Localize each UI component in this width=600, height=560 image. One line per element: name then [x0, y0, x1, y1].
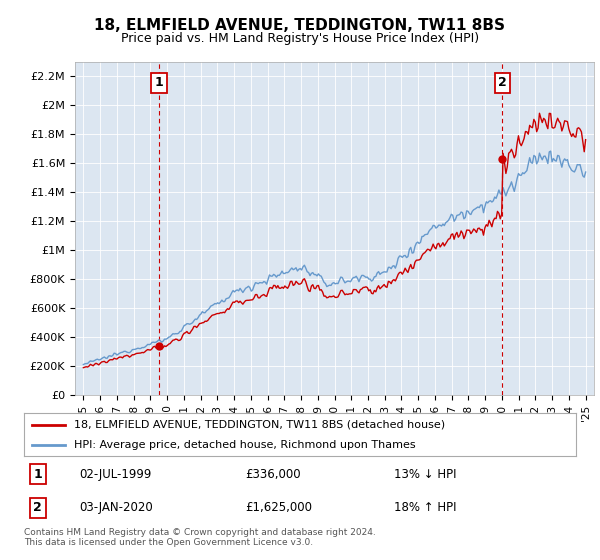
Text: 13% ↓ HPI: 13% ↓ HPI [394, 468, 457, 480]
Text: £336,000: £336,000 [245, 468, 301, 480]
Text: 03-JAN-2020: 03-JAN-2020 [79, 501, 153, 514]
Text: 18, ELMFIELD AVENUE, TEDDINGTON, TW11 8BS (detached house): 18, ELMFIELD AVENUE, TEDDINGTON, TW11 8B… [74, 420, 445, 430]
Text: 2: 2 [34, 501, 42, 514]
Text: HPI: Average price, detached house, Richmond upon Thames: HPI: Average price, detached house, Rich… [74, 441, 415, 450]
Text: 1: 1 [34, 468, 42, 480]
Text: 18, ELMFIELD AVENUE, TEDDINGTON, TW11 8BS: 18, ELMFIELD AVENUE, TEDDINGTON, TW11 8B… [95, 18, 505, 33]
Text: Price paid vs. HM Land Registry's House Price Index (HPI): Price paid vs. HM Land Registry's House … [121, 32, 479, 45]
Text: £1,625,000: £1,625,000 [245, 501, 312, 514]
Text: 02-JUL-1999: 02-JUL-1999 [79, 468, 152, 480]
Text: 18% ↑ HPI: 18% ↑ HPI [394, 501, 457, 514]
Text: 2: 2 [498, 76, 507, 89]
Text: Contains HM Land Registry data © Crown copyright and database right 2024.
This d: Contains HM Land Registry data © Crown c… [24, 528, 376, 547]
Text: 1: 1 [154, 76, 163, 89]
